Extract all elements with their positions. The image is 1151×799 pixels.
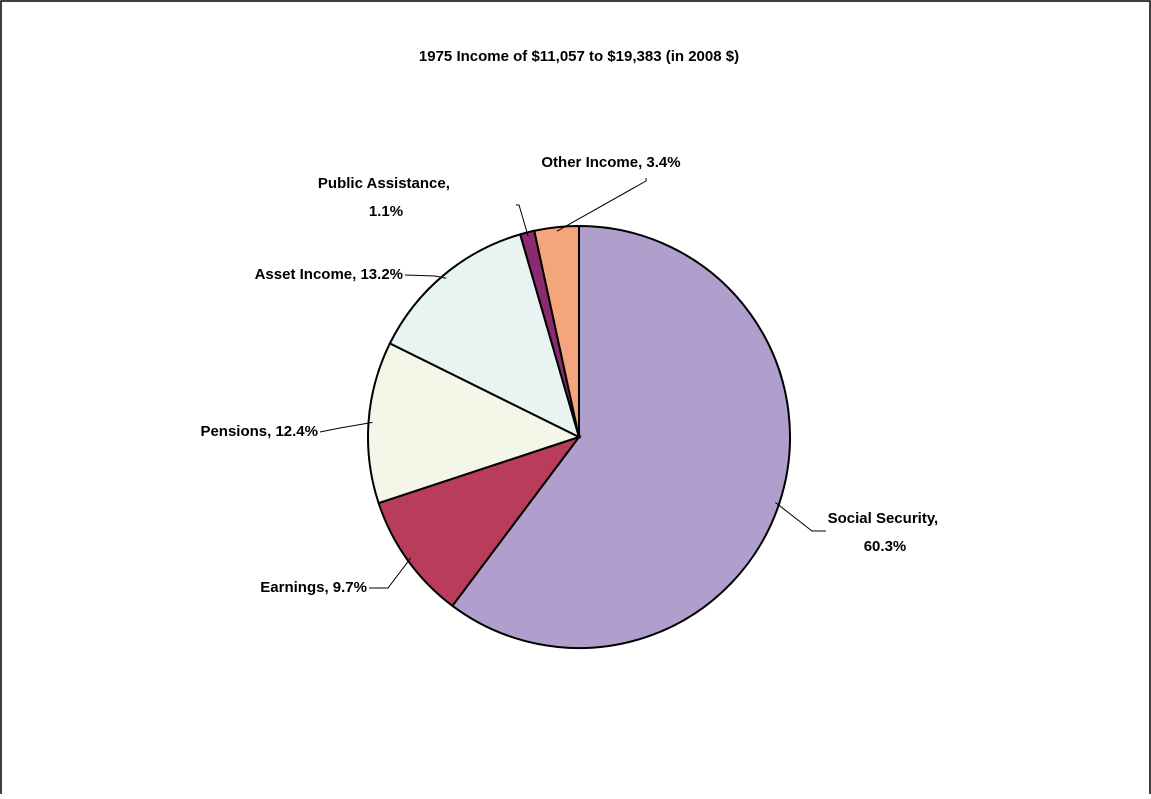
chart-title: 1975 Income of $11,057 to $19,383 (in 20… [419,48,739,65]
leader-line [319,421,373,433]
data-label: Pensions, 12.4% [200,423,318,440]
leader-line [404,274,447,279]
data-label: Asset Income, 13.2% [255,266,403,283]
leader-line [516,204,529,237]
data-label: Public Assistance, 1.1% [318,175,454,220]
pie-slice [451,224,791,649]
pie-slice [367,342,582,505]
pie-slice [377,435,582,608]
data-label: Social Security, 60.3% [828,510,943,555]
pie-slice [388,233,581,439]
data-label: Earnings, 9.7% [260,579,367,596]
data-label: Other Income, 3.4% [541,154,680,171]
leader-line [775,502,826,532]
pie-slice [533,224,580,438]
leader-line [369,557,412,589]
leader-line [556,178,647,232]
